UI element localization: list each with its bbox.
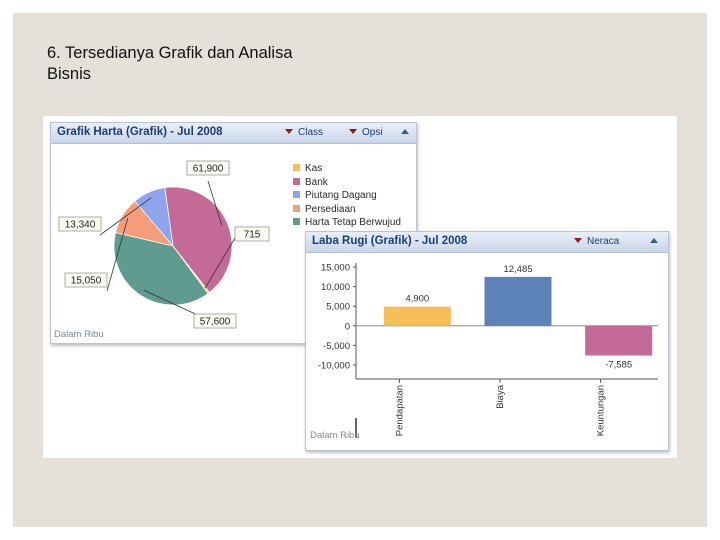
legend-item-kas: Kas bbox=[293, 163, 401, 177]
triangle-up-icon[interactable] bbox=[650, 238, 658, 243]
slide-title-line-2: Bisnis bbox=[47, 65, 92, 83]
legend-label: Bank bbox=[305, 176, 328, 188]
bar-footnote: Dalam Ribu bbox=[310, 430, 360, 441]
pie-slice-piutang-dagang bbox=[134, 187, 174, 248]
pie-value-label-bank: 61,900 bbox=[193, 164, 224, 175]
bar-panel-header: Laba Rugi (Grafik) - Jul 2008 Neraca bbox=[306, 232, 668, 253]
triangle-down-icon bbox=[574, 238, 582, 243]
slide-title-line-1: 6. Tersedianya Grafik dan Analisa bbox=[47, 44, 293, 62]
pie-footnote: Dalam Ribu bbox=[54, 329, 104, 340]
legend-item-piutang-dagang: Piutang Dagang bbox=[293, 190, 401, 204]
pie-chart: 715 61,900 13,340 15,050 57,600 bbox=[58, 160, 270, 329]
class-menu[interactable]: Class bbox=[285, 127, 323, 138]
legend-swatch bbox=[293, 204, 300, 212]
pie-value-label-harta-tetap-berwujud: 57,600 bbox=[200, 317, 231, 328]
x-tick-label-pendapatan: Pendapatan bbox=[394, 385, 405, 436]
pie-value-label-kas: 715 bbox=[244, 230, 261, 241]
bar-value-label-biaya: 12,485 bbox=[503, 264, 532, 275]
pie-callout-line bbox=[99, 197, 152, 236]
pie-value-label-box bbox=[193, 313, 237, 329]
class-menu-label: Class bbox=[298, 127, 324, 138]
neraca-menu[interactable]: Neraca bbox=[574, 236, 619, 247]
x-tick-label-keuntungan: Keuntungan bbox=[596, 385, 607, 436]
bar-biaya bbox=[484, 276, 552, 326]
legend-item-bank: Bank bbox=[293, 177, 401, 191]
options-menu[interactable]: Opsi bbox=[349, 127, 383, 138]
triangle-up-icon[interactable] bbox=[401, 129, 409, 134]
pie-value-label-box bbox=[64, 272, 108, 288]
y-tick-label: -10,000 bbox=[318, 361, 350, 372]
legend-swatch bbox=[293, 191, 300, 198]
pie-panel-title: Grafik Harta (Grafik) - Jul 2008 bbox=[57, 126, 223, 138]
bar-keuntungan bbox=[585, 325, 653, 356]
y-tick-label: -5,000 bbox=[323, 341, 350, 352]
y-tick-label: 10,000 bbox=[321, 282, 350, 293]
pie-value-label-box bbox=[234, 226, 270, 242]
screenshot-canvas: Grafik Harta (Grafik) - Jul 2008 Class O… bbox=[43, 116, 677, 458]
legend-swatch bbox=[293, 218, 300, 225]
pie-callout-line bbox=[207, 180, 223, 226]
pie-callout-line bbox=[204, 237, 236, 289]
pie-slice-harta-tetap-berwujud bbox=[113, 232, 209, 306]
pie-legend: Kas Bank Piutang Dagang Persediaan Harta Tet… bbox=[293, 163, 401, 231]
bar-pendapatan bbox=[383, 306, 451, 326]
bar-value-label-pendapatan: 4,900 bbox=[405, 294, 429, 305]
legend-label: Kas bbox=[305, 163, 323, 174]
legend-swatch bbox=[293, 177, 300, 185]
y-tick-label: 0 bbox=[345, 321, 350, 332]
y-tick-label: 15,000 bbox=[321, 263, 350, 274]
bar-chart-panel: Laba Rugi (Grafik) - Jul 2008 Neraca 15,… bbox=[305, 231, 669, 451]
pie-panel-header: Grafik Harta (Grafik) - Jul 2008 Class O… bbox=[51, 123, 416, 144]
triangle-down-icon bbox=[349, 129, 357, 134]
pie-value-label-persediaan: 15,050 bbox=[71, 276, 102, 287]
pie-value-label-box bbox=[186, 160, 230, 176]
options-menu-label: Opsi bbox=[362, 127, 383, 138]
triangle-down-icon bbox=[285, 129, 293, 134]
legend-label: Piutang Dagang bbox=[305, 190, 377, 201]
slide-title: 6. Tersedianya Grafik dan Analisa Bisnis bbox=[47, 43, 293, 85]
bar-value-label-keuntungan: -7,585 bbox=[605, 360, 632, 371]
legend-item-harta-tetap-berwujud: Harta Tetap Berwujud bbox=[293, 217, 401, 231]
legend-item-persediaan: Persediaan bbox=[293, 204, 401, 218]
pie-value-label-box bbox=[58, 216, 102, 232]
pie-slice-bank bbox=[164, 186, 233, 294]
legend-swatch bbox=[293, 164, 300, 171]
x-tick-label-biaya: Biaya bbox=[495, 384, 506, 408]
legend-label: Harta Tetap Berwujud bbox=[305, 217, 401, 228]
bar-chart: 15,000 10,000 5,000 0 -5,000 -10,000 4,900 Pend… bbox=[318, 263, 658, 438]
legend-label: Persediaan bbox=[305, 203, 356, 215]
pie-value-label-piutang-dagang: 13,340 bbox=[65, 220, 96, 231]
pie-callout-line bbox=[106, 218, 129, 292]
bar-panel-title: Laba Rugi (Grafik) - Jul 2008 bbox=[312, 235, 468, 247]
y-tick-label: 5,000 bbox=[326, 302, 350, 313]
neraca-menu-label: Neraca bbox=[587, 236, 620, 247]
